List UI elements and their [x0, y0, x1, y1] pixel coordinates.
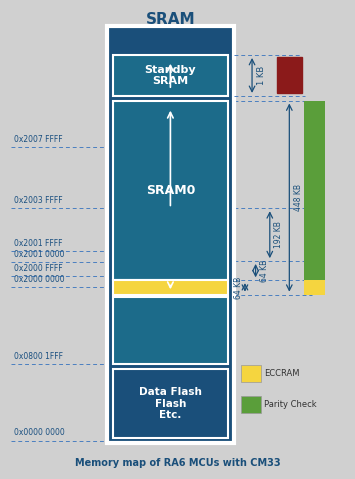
Text: 1 KB: 1 KB [257, 66, 266, 85]
Text: 0x2001 FFFF: 0x2001 FFFF [14, 239, 63, 248]
Text: 0x2000 FFFF: 0x2000 FFFF [14, 263, 63, 273]
Text: Standby
SRAM: Standby SRAM [144, 65, 196, 86]
Text: 0x2000 0000: 0x2000 0000 [14, 275, 65, 284]
Bar [304, 101, 325, 280]
Text: 0x2003 FFFF: 0x2003 FFFF [14, 196, 63, 205]
Text: 64 KB: 64 KB [260, 260, 269, 282]
Bar [113, 55, 228, 96]
Text: 0x0000 0000: 0x0000 0000 [14, 428, 65, 437]
Bar [106, 26, 234, 443]
Bar [113, 297, 228, 364]
Text: SRAM0: SRAM0 [146, 184, 195, 197]
Bar [241, 396, 261, 413]
Text: 448 KB: 448 KB [294, 184, 302, 211]
Bar [277, 57, 302, 93]
Bar [113, 369, 228, 438]
Text: 0x2001 0000: 0x2001 0000 [14, 250, 65, 259]
Text: Parity Check: Parity Check [264, 400, 317, 409]
Text: Memory map of RA6 MCUs with CM33: Memory map of RA6 MCUs with CM33 [75, 458, 280, 468]
Bar [113, 101, 228, 280]
Bar [241, 365, 261, 382]
Text: 0x2007 FFFF: 0x2007 FFFF [14, 135, 63, 144]
Text: 0x0800 1FFF: 0x0800 1FFF [14, 352, 63, 361]
Text: 192 KB: 192 KB [274, 221, 283, 248]
Text: SRAM: SRAM [146, 11, 195, 27]
Bar [113, 280, 228, 295]
Text: ECCRAM: ECCRAM [264, 369, 300, 378]
Text: Data Flash
Flash
Etc.: Data Flash Flash Etc. [139, 387, 202, 420]
Text: 64 KB: 64 KB [234, 276, 243, 298]
Bar [304, 280, 325, 295]
